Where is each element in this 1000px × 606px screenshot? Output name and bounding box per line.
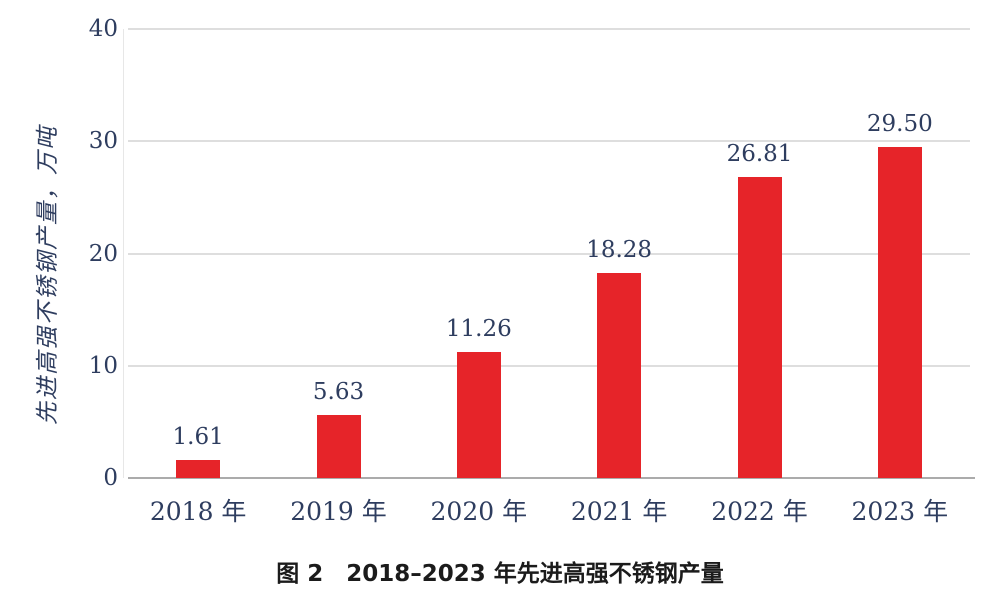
bar-value-label: 26.81 <box>726 141 793 168</box>
bar-value-label: 1.61 <box>172 423 224 450</box>
y-axis-tick-label: 0 <box>103 465 118 491</box>
bar-value-label: 18.28 <box>586 236 653 263</box>
y-axis-tick-label: 40 <box>88 16 118 42</box>
bar <box>597 272 642 478</box>
gridline <box>128 364 970 367</box>
bar <box>877 146 922 478</box>
x-axis-tick-label: 2021 年 <box>570 497 668 526</box>
gridline <box>128 28 970 30</box>
x-axis-tick-label: 2019 年 <box>290 497 387 526</box>
y-axis-tick-label: 30 <box>88 128 118 155</box>
figure-caption: 图 2 2018–2023 年先进高强不锈钢产量 <box>276 561 724 587</box>
bar <box>456 351 501 478</box>
bar <box>176 459 221 478</box>
y-axis-tick-label: 10 <box>88 352 118 379</box>
bar <box>316 414 361 478</box>
x-axis-tick-label: 2022 年 <box>711 497 808 526</box>
x-axis-tick-label: 2018 年 <box>149 497 247 526</box>
x-axis-line <box>128 477 975 479</box>
gridline <box>128 140 970 143</box>
y-axis-line <box>123 29 124 478</box>
y-axis-tick-label: 20 <box>88 240 118 267</box>
x-axis-tick-label: 2023 年 <box>851 497 949 526</box>
bar-value-label: 5.63 <box>312 378 365 405</box>
bar-value-label: 11.26 <box>445 315 512 342</box>
bar-value-label: 29.50 <box>866 110 933 137</box>
x-axis-tick-label: 2020 年 <box>430 497 528 526</box>
bar <box>737 177 782 478</box>
